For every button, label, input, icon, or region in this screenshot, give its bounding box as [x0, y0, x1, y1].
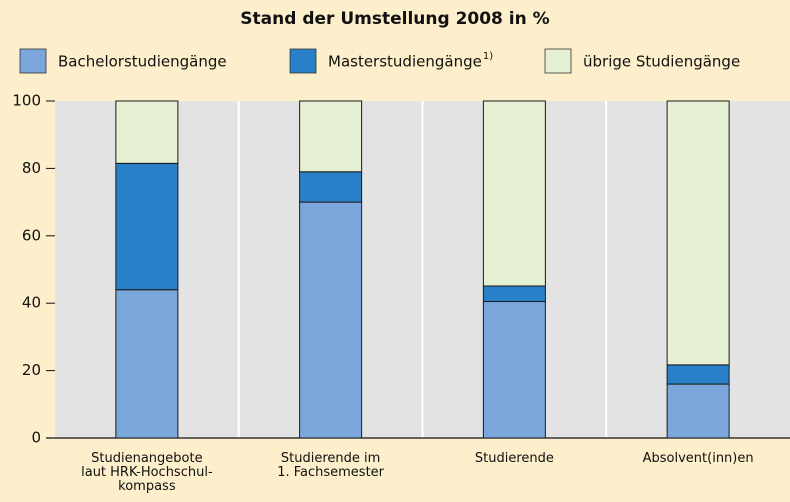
bar-segment: [482, 100, 546, 287]
x-tick-label: Studierende: [474, 451, 554, 466]
legend-label: Masterstudiengänge: [328, 53, 482, 71]
chart-title: Stand der Umstellung 2008 in %: [240, 9, 549, 29]
y-tick-label: 0: [31, 429, 41, 447]
bar-segment: [482, 301, 546, 439]
legend-footnote: 1): [483, 51, 493, 62]
legend-swatch: [544, 48, 572, 74]
legend-swatch: [289, 48, 317, 74]
bar-segment: [115, 162, 179, 291]
bar-segment: [115, 100, 179, 164]
legend-swatch: [19, 48, 47, 74]
x-tick-label: Studienangebote laut HRK-Hochschul- komp…: [81, 451, 213, 494]
legend-label: Bachelorstudiengänge: [58, 53, 227, 71]
legend-label: übrige Studiengänge: [583, 53, 740, 71]
bar-segment: [666, 364, 730, 385]
bar-segment: [666, 383, 730, 439]
y-tick-label: 100: [12, 92, 41, 110]
y-tick-label: 20: [22, 361, 41, 379]
bar-segment: [666, 100, 730, 366]
y-tick-label: 40: [22, 294, 41, 312]
x-tick-label: Absolvent(inn)en: [642, 451, 754, 466]
bar-segment: [299, 100, 363, 173]
x-tick-label: Studierende im 1. Fachsemester: [277, 451, 385, 480]
y-tick-label: 60: [22, 226, 41, 244]
y-tick-label: 80: [22, 159, 41, 177]
bar-segment: [115, 289, 179, 439]
bar-segment: [299, 201, 363, 439]
bar-segment: [299, 171, 363, 203]
bar-segment: [482, 285, 546, 303]
